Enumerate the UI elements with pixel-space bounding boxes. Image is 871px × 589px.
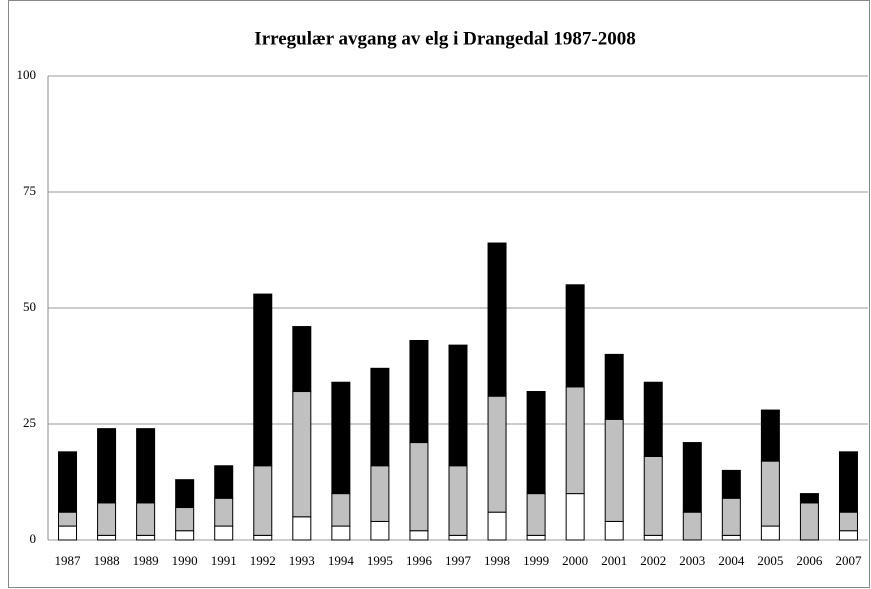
x-tick-label: 2000 xyxy=(562,553,588,568)
y-tick-label: 75 xyxy=(23,183,36,198)
bar-segment xyxy=(136,502,156,536)
bar-segment xyxy=(643,534,663,541)
bar-segment xyxy=(58,525,78,541)
bar-segment xyxy=(799,502,819,541)
bar-segment xyxy=(760,525,780,541)
bar-segment xyxy=(643,455,663,536)
bar-segment xyxy=(838,451,858,513)
x-tick-label: 1997 xyxy=(445,553,472,568)
bar-segment xyxy=(253,534,273,541)
bar-segment xyxy=(370,465,390,522)
x-tick-label: 2005 xyxy=(757,553,783,568)
bar-segment xyxy=(370,367,390,467)
bar-segment xyxy=(721,469,741,499)
bar-segment xyxy=(214,465,234,499)
x-tick-label: 1994 xyxy=(328,553,355,568)
bar-segment xyxy=(526,391,546,495)
x-tick-label: 1998 xyxy=(484,553,510,568)
bar-segment xyxy=(487,511,507,541)
bar-segment xyxy=(97,534,117,541)
bar-segment xyxy=(409,530,429,541)
bar-segment xyxy=(448,344,468,467)
x-tick-label: 1991 xyxy=(211,553,237,568)
x-tick-label: 1996 xyxy=(406,553,433,568)
bar-segment xyxy=(760,460,780,527)
bar-segment xyxy=(682,442,702,513)
bar-segment xyxy=(799,493,819,504)
bar-segment xyxy=(292,516,312,541)
bar-segment xyxy=(331,525,351,541)
bar-segment xyxy=(370,520,390,541)
x-tick-label: 2001 xyxy=(601,553,627,568)
bar-segment xyxy=(409,442,429,532)
bar-segment xyxy=(448,465,468,536)
x-tick-label: 1987 xyxy=(55,553,82,568)
bar-segment xyxy=(526,534,546,541)
bar-segment xyxy=(58,451,78,513)
x-tick-label: 2006 xyxy=(796,553,823,568)
bar-segment xyxy=(175,507,195,532)
bar-segment xyxy=(58,511,78,527)
x-tick-label: 1999 xyxy=(523,553,549,568)
x-tick-label: 1992 xyxy=(250,553,276,568)
y-tick-label: 25 xyxy=(23,415,36,430)
bar-segment xyxy=(448,534,468,541)
x-tick-label: 2002 xyxy=(640,553,666,568)
bar-segment xyxy=(682,511,702,541)
bar-segment xyxy=(721,534,741,541)
bar-segment xyxy=(97,502,117,536)
y-tick-label: 100 xyxy=(17,67,37,82)
x-tick-label: 1989 xyxy=(133,553,159,568)
bar-segment xyxy=(331,381,351,495)
bar-segment xyxy=(97,428,117,504)
bar-segment xyxy=(292,326,312,393)
bar-segment xyxy=(565,284,585,388)
bar-segment xyxy=(175,530,195,541)
bar-segment xyxy=(838,511,858,532)
bar-segment xyxy=(487,242,507,397)
bar-segment xyxy=(487,395,507,513)
x-tick-label: 1993 xyxy=(289,553,315,568)
bar-segment xyxy=(331,493,351,527)
bar-segment xyxy=(526,493,546,536)
bar-segment xyxy=(409,339,429,444)
x-tick-label: 2004 xyxy=(718,553,745,568)
x-tick-label: 2003 xyxy=(679,553,705,568)
bar-segment xyxy=(253,293,273,467)
bar-segment xyxy=(838,530,858,541)
bar-segment xyxy=(565,493,585,541)
chart-frame xyxy=(8,0,870,588)
bar-segment xyxy=(214,497,234,527)
bar-segment xyxy=(604,353,624,420)
bar-segment xyxy=(604,520,624,541)
x-tick-label: 1988 xyxy=(94,553,120,568)
bar-segment xyxy=(760,409,780,462)
y-tick-label: 0 xyxy=(30,531,37,546)
bar-segment xyxy=(643,381,663,457)
bar-segment xyxy=(565,386,585,495)
bar-segment xyxy=(136,534,156,541)
bar-segment xyxy=(175,479,195,509)
x-tick-label: 1990 xyxy=(172,553,198,568)
bar-segment xyxy=(292,391,312,518)
chart-title: Irregulær avgang av elg i Drangedal 1987… xyxy=(254,28,635,49)
y-tick-label: 50 xyxy=(23,299,36,314)
x-tick-label: 2007 xyxy=(835,553,862,568)
bar-segment xyxy=(604,418,624,522)
bar-segment xyxy=(253,465,273,536)
bar-segment xyxy=(214,525,234,541)
x-tick-label: 1995 xyxy=(367,553,393,568)
bar-segment xyxy=(721,497,741,536)
bar-segment xyxy=(136,428,156,504)
